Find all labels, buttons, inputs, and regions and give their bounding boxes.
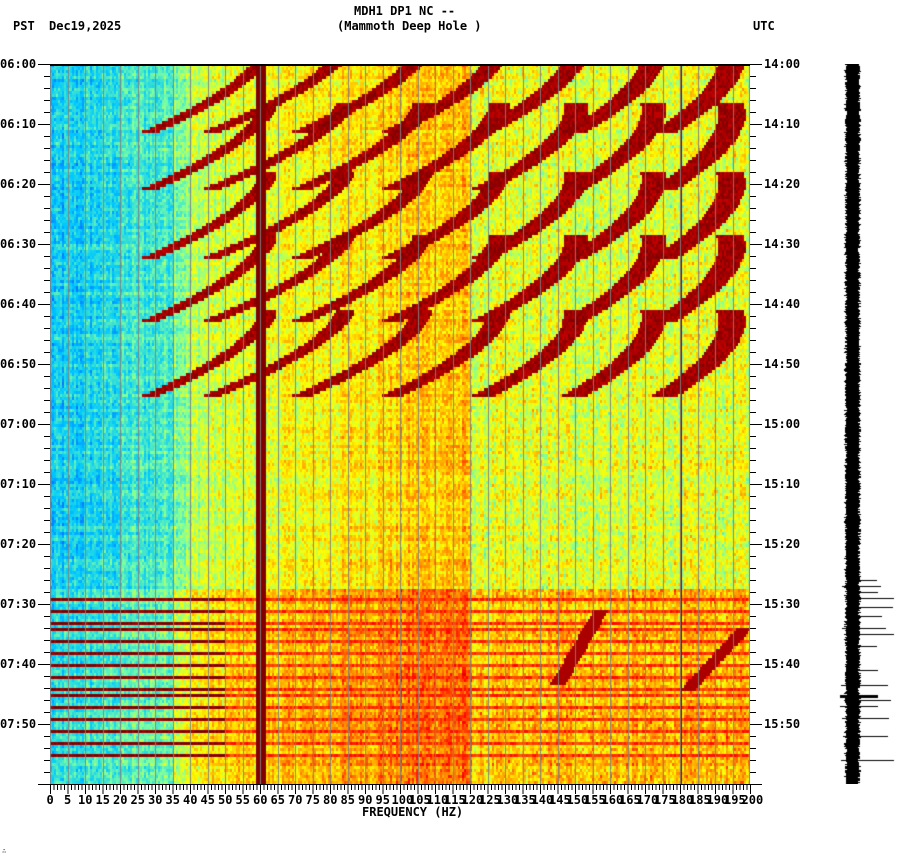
- x-tick-label: 70: [288, 793, 303, 807]
- x-tick-label: 130: [496, 793, 519, 807]
- y-tick-label-right: 14:40: [764, 297, 801, 311]
- x-tick-label: 125: [479, 793, 501, 807]
- x-tick-label: 50: [218, 793, 233, 807]
- y-tick-label-right: 14:10: [764, 117, 801, 131]
- x-tick-label: 95: [375, 793, 390, 807]
- x-tick-label: 185: [689, 793, 711, 807]
- x-tick-label: 170: [636, 793, 659, 807]
- y-tick-label-right: 14:00: [764, 57, 801, 71]
- x-tick-label: 180: [671, 793, 694, 807]
- y-tick-label-left: 07:40: [0, 657, 37, 671]
- x-tick-label: 160: [601, 793, 624, 807]
- x-tick-label: 30: [148, 793, 163, 807]
- y-tick-label-left: 07:10: [0, 477, 37, 491]
- x-tick-label: 80: [323, 793, 338, 807]
- x-tick-label: 145: [549, 793, 571, 807]
- location-title: (Mammoth Deep Hole ): [337, 19, 482, 33]
- x-tick-label: 85: [340, 793, 355, 807]
- station-title: MDH1 DP1 NC --: [354, 4, 456, 18]
- x-tick-label: 200: [741, 793, 764, 807]
- corner-mark: ∴: [2, 847, 7, 855]
- y-tick-label-left: 07:00: [0, 417, 37, 431]
- x-tick-label: 135: [514, 793, 536, 807]
- y-tick-label-left: 06:50: [0, 357, 37, 371]
- x-tick-label: 195: [724, 793, 746, 807]
- x-tick-label: 105: [409, 793, 431, 807]
- y-tick-label-right: 14:30: [764, 237, 801, 251]
- x-tick-label: 165: [619, 793, 641, 807]
- y-tick-label-left: 06:40: [0, 297, 37, 311]
- x-tick-label: 0: [46, 793, 54, 807]
- x-tick-label: 175: [654, 793, 676, 807]
- y-tick-label-right: 15:40: [764, 657, 801, 671]
- x-tick-label: 65: [270, 793, 285, 807]
- date-label: Dec19,2025: [49, 19, 122, 33]
- y-tick-label-left: 06:10: [0, 117, 37, 131]
- x-tick-label: 35: [165, 793, 180, 807]
- x-tick-label: 190: [706, 793, 729, 807]
- x-tick-label: 110: [426, 793, 449, 807]
- y-tick-label-right: 15:20: [764, 537, 801, 551]
- x-tick-label: 55: [235, 793, 250, 807]
- x-tick-label: 10: [78, 793, 93, 807]
- spectrogram-canvas: [50, 64, 750, 784]
- y-tick-label-left: 07:30: [0, 597, 37, 611]
- x-tick-label: 40: [183, 793, 198, 807]
- y-tick-label-left: 07:50: [0, 717, 37, 731]
- y-tick-label-left: 06:20: [0, 177, 37, 191]
- x-axis-title: FREQUENCY (HZ): [362, 805, 464, 819]
- y-tick-label-left: 06:00: [0, 57, 37, 71]
- y-tick-label-right: 15:10: [764, 477, 801, 491]
- x-tick-label: 100: [391, 793, 414, 807]
- y-tick-label-right: 15:50: [764, 717, 801, 731]
- y-tick-label-right: 15:00: [764, 417, 801, 431]
- x-tick-label: 25: [130, 793, 145, 807]
- x-tick-label: 5: [64, 793, 72, 807]
- seismogram-trace: [836, 64, 902, 784]
- x-tick-label: 115: [444, 793, 466, 807]
- y-tick-label-left: 06:30: [0, 237, 37, 251]
- x-tick-label: 75: [305, 793, 320, 807]
- spectrogram-plot: [50, 64, 750, 784]
- right-timezone-label: UTC: [753, 19, 775, 33]
- left-timezone-label: PST: [13, 19, 35, 33]
- y-tick-label-left: 07:20: [0, 537, 37, 551]
- x-tick-label: 150: [566, 793, 589, 807]
- x-tick-label: 90: [358, 793, 373, 807]
- x-tick-label: 45: [200, 793, 215, 807]
- x-tick-label: 60: [253, 793, 268, 807]
- x-tick-label: 15: [95, 793, 110, 807]
- x-tick-label: 120: [461, 793, 484, 807]
- y-tick-label-right: 15:30: [764, 597, 801, 611]
- x-tick-label: 155: [584, 793, 606, 807]
- y-tick-label-right: 14:20: [764, 177, 801, 191]
- y-tick-label-right: 14:50: [764, 357, 801, 371]
- x-tick-label: 140: [531, 793, 554, 807]
- x-tick-label: 20: [113, 793, 128, 807]
